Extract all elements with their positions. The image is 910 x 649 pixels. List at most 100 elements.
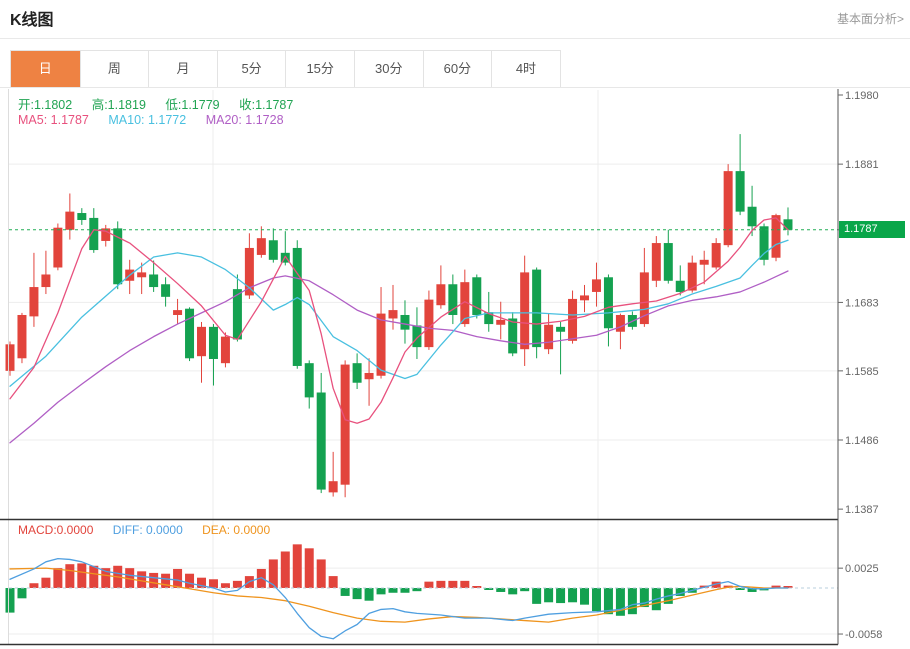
tab-week[interactable]: 周 bbox=[79, 51, 149, 87]
macd-bar bbox=[280, 551, 290, 588]
macd-bar bbox=[17, 588, 27, 599]
macd-bar bbox=[197, 577, 207, 588]
candle-body bbox=[376, 313, 386, 376]
tab-month[interactable]: 月 bbox=[148, 51, 217, 87]
tab-30min[interactable]: 30分 bbox=[353, 51, 423, 87]
candle-body bbox=[544, 324, 554, 350]
candle-body bbox=[340, 364, 350, 485]
candle-body bbox=[508, 318, 518, 354]
candle-body bbox=[29, 287, 39, 317]
candle-body bbox=[364, 372, 374, 380]
macd-bar bbox=[591, 588, 601, 612]
legend-open: 开:1.1802 bbox=[18, 98, 73, 112]
candle-body bbox=[448, 284, 458, 315]
ma-legend: MA5: 1.1787 MA10: 1.1772 MA20: 1.1728 bbox=[18, 113, 300, 127]
fundamental-analysis-link[interactable]: 基本面分析> bbox=[836, 12, 904, 26]
candles-layer bbox=[5, 134, 793, 498]
macd-bar bbox=[185, 573, 195, 588]
axis-tick-label: 1.1980 bbox=[845, 90, 879, 102]
candle-body bbox=[388, 310, 398, 319]
tab-day[interactable]: 日 bbox=[11, 51, 80, 87]
macd-bar bbox=[53, 568, 63, 588]
legend-ma5: MA5: 1.1787 bbox=[18, 113, 89, 127]
macd-bar bbox=[675, 588, 685, 596]
macd-bar bbox=[173, 568, 183, 588]
grid-layer bbox=[9, 90, 838, 645]
candle-body bbox=[232, 289, 242, 340]
current-price-tag: 1.1787 bbox=[839, 221, 905, 238]
candle-body bbox=[161, 284, 171, 297]
macd-bar bbox=[568, 588, 578, 603]
axis-tick-label: 1.1387 bbox=[845, 504, 879, 516]
tab-5min[interactable]: 5分 bbox=[216, 51, 286, 87]
macd-bar bbox=[508, 588, 518, 595]
tab-4hour[interactable]: 4时 bbox=[491, 51, 560, 87]
candle-body bbox=[280, 252, 290, 263]
macd-bar bbox=[340, 588, 350, 596]
macd-bar bbox=[5, 588, 15, 613]
macd-bar bbox=[448, 580, 458, 588]
tab-15min[interactable]: 15分 bbox=[285, 51, 354, 87]
candle-body bbox=[268, 240, 278, 260]
legend-dea: DEA: 0.0000 bbox=[202, 523, 271, 537]
candle-body bbox=[783, 219, 793, 230]
macd-bar bbox=[41, 577, 51, 588]
diff-line bbox=[9, 557, 789, 640]
macd-bar bbox=[161, 573, 171, 588]
axis-tick-label: 1.1683 bbox=[845, 297, 879, 309]
macd-bar bbox=[544, 588, 554, 603]
macd-bar bbox=[747, 588, 757, 592]
tabbar-bottom-border bbox=[0, 87, 910, 88]
macd-bar bbox=[520, 588, 530, 592]
macd-bar bbox=[496, 588, 506, 592]
candle-body bbox=[256, 238, 266, 255]
candle-body bbox=[5, 344, 15, 371]
macd-bar bbox=[639, 588, 649, 608]
ma5-line bbox=[9, 217, 789, 424]
candle-body bbox=[208, 326, 218, 359]
macd-bar bbox=[352, 588, 362, 600]
macd-bar bbox=[771, 585, 781, 588]
candle-body bbox=[424, 299, 434, 348]
macd-bar bbox=[137, 571, 147, 588]
candle-body bbox=[137, 272, 147, 278]
macd-legend: MACD:0.0000 DIFF: 0.0000 DEA: 0.0000 bbox=[18, 523, 286, 537]
candle-body bbox=[735, 171, 745, 212]
macd-bar bbox=[412, 588, 422, 592]
macd-bar bbox=[472, 586, 482, 588]
candle-body bbox=[292, 247, 302, 366]
candle-body bbox=[711, 243, 721, 268]
macd-bar bbox=[268, 559, 278, 588]
candle-body bbox=[699, 259, 709, 265]
candle-body bbox=[412, 325, 422, 348]
candle-body bbox=[185, 308, 195, 359]
macd-bar bbox=[400, 588, 410, 593]
candle-body bbox=[17, 314, 27, 359]
legend-high: 高:1.1819 bbox=[91, 98, 146, 112]
candle-body bbox=[41, 274, 51, 288]
candle-body bbox=[591, 279, 601, 292]
candle-body bbox=[687, 262, 697, 291]
candle-body bbox=[747, 206, 757, 227]
kline-chart[interactable]: 1.1980 1.1881 1.1683 1.1585 1.1486 1.1387 0.00… bbox=[0, 88, 910, 649]
macd-bar bbox=[580, 588, 590, 605]
macd-bar bbox=[460, 580, 470, 588]
candle-body bbox=[663, 243, 673, 281]
candle-body bbox=[771, 215, 781, 258]
candle-body bbox=[460, 282, 470, 325]
legend-low: 低:1.1779 bbox=[165, 98, 220, 112]
legend-diff: DIFF: 0.0000 bbox=[112, 523, 183, 537]
candle-body bbox=[484, 312, 494, 325]
candle-body bbox=[149, 274, 159, 288]
macd-bar bbox=[603, 588, 613, 615]
candle-body bbox=[89, 217, 99, 251]
macd-bar bbox=[376, 588, 386, 595]
tab-60min[interactable]: 60分 bbox=[422, 51, 492, 87]
macd-bar bbox=[711, 581, 721, 588]
macd-bar bbox=[256, 568, 266, 588]
candle-body bbox=[244, 247, 254, 296]
candle-body bbox=[675, 280, 685, 292]
macd-bar bbox=[101, 568, 111, 588]
candle-body bbox=[316, 392, 326, 490]
